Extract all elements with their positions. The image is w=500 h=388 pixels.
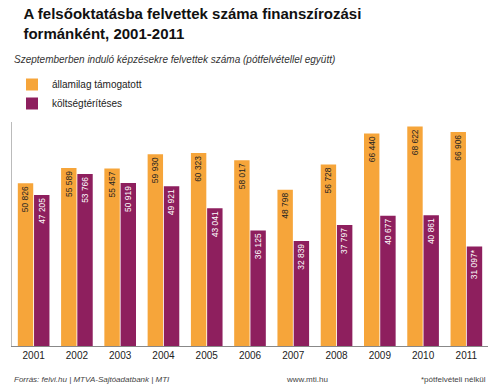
svg-text:Forrás: felvi.hu | MTVA-Sajtóa: Forrás: felvi.hu | MTVA-Sajtóadatbank | … bbox=[14, 375, 170, 384]
svg-text:2008: 2008 bbox=[325, 350, 348, 361]
svg-text:31 097*: 31 097* bbox=[469, 249, 479, 279]
svg-text:2009: 2009 bbox=[369, 350, 392, 361]
svg-text:2006: 2006 bbox=[239, 350, 262, 361]
svg-text:40 677: 40 677 bbox=[383, 219, 393, 245]
svg-text:56 728: 56 728 bbox=[323, 167, 333, 193]
svg-text:58 017: 58 017 bbox=[237, 163, 247, 189]
svg-text:2010: 2010 bbox=[412, 350, 435, 361]
svg-text:*pótfelvételi nélkül: *pótfelvételi nélkül bbox=[421, 375, 486, 384]
svg-text:60 323: 60 323 bbox=[193, 156, 203, 182]
svg-text:48 798: 48 798 bbox=[280, 193, 290, 219]
svg-text:2007: 2007 bbox=[282, 350, 305, 361]
svg-text:66 906: 66 906 bbox=[453, 135, 463, 161]
svg-text:2002: 2002 bbox=[66, 350, 89, 361]
svg-text:www.mti.hu: www.mti.hu bbox=[286, 375, 328, 384]
svg-text:55 457: 55 457 bbox=[107, 171, 117, 197]
svg-text:68 622: 68 622 bbox=[410, 129, 420, 155]
svg-text:59 930: 59 930 bbox=[150, 157, 160, 183]
svg-text:50 826: 50 826 bbox=[20, 186, 30, 212]
svg-text:50 919: 50 919 bbox=[123, 186, 133, 212]
svg-text:43 041: 43 041 bbox=[210, 211, 220, 237]
svg-text:37 797: 37 797 bbox=[339, 228, 349, 254]
svg-text:53 766: 53 766 bbox=[80, 177, 90, 203]
svg-text:32 839: 32 839 bbox=[296, 244, 306, 270]
svg-text:2005: 2005 bbox=[196, 350, 219, 361]
svg-text:2004: 2004 bbox=[152, 350, 175, 361]
svg-text:40 861: 40 861 bbox=[426, 218, 436, 244]
svg-text:költségtérítéses: költségtérítéses bbox=[52, 98, 122, 109]
svg-text:A felsőoktatásba felvettek szá: A felsőoktatásba felvettek száma finansz… bbox=[23, 5, 361, 42]
svg-text:államilag támogatott: államilag támogatott bbox=[52, 79, 142, 90]
svg-text:49 921: 49 921 bbox=[166, 189, 176, 215]
svg-text:2011: 2011 bbox=[456, 350, 478, 361]
svg-text:47 205: 47 205 bbox=[37, 198, 47, 224]
svg-text:66 440: 66 440 bbox=[367, 136, 377, 162]
svg-text:36 125: 36 125 bbox=[253, 233, 263, 259]
svg-text:Szeptemberben induló képzésekr: Szeptemberben induló képzésekre felvette… bbox=[14, 54, 335, 65]
svg-text:2003: 2003 bbox=[109, 350, 132, 361]
svg-text:55 589: 55 589 bbox=[64, 171, 74, 197]
svg-text:2001: 2001 bbox=[23, 350, 46, 361]
